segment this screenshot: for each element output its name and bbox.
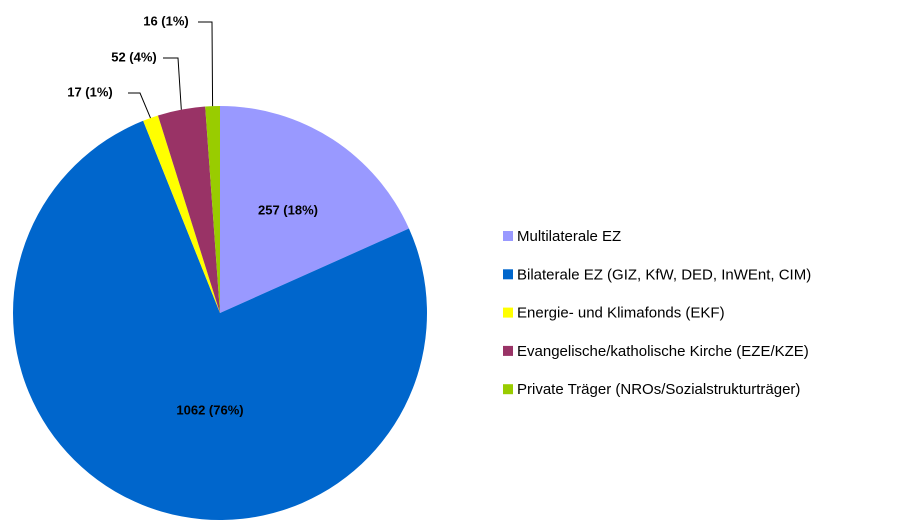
data-label: 1062 (76%) [176, 402, 243, 417]
legend-swatch [503, 307, 513, 318]
legend-swatch [503, 269, 513, 280]
legend-label: Evangelische/katholische Kirche (EZE/KZE… [517, 343, 809, 360]
pie-slice [205, 106, 220, 313]
leader-line [128, 92, 151, 119]
legend-label: Energie- und Klimafonds (EKF) [517, 305, 725, 322]
leader-line [163, 57, 182, 110]
leader-line [198, 21, 214, 107]
pie-slice [220, 106, 409, 313]
data-label: 52 (4%) [111, 49, 157, 64]
pie-slice [143, 115, 220, 313]
pie-slice [157, 106, 220, 313]
legend-label: Multilaterale EZ [517, 228, 621, 245]
data-label: 257 (18%) [258, 202, 318, 217]
data-label: 17 (1%) [67, 84, 113, 99]
legend-swatch [503, 231, 513, 241]
legend-label: Bilaterale EZ (GIZ, KfW, DED, InWEnt, CI… [517, 266, 811, 283]
data-label: 16 (1%) [143, 13, 189, 28]
legend-label: Private Träger (NROs/Sozialstrukturträge… [517, 381, 800, 398]
legend-swatch [503, 384, 513, 395]
legend-swatch [503, 345, 513, 356]
pie-slice [12, 120, 427, 521]
